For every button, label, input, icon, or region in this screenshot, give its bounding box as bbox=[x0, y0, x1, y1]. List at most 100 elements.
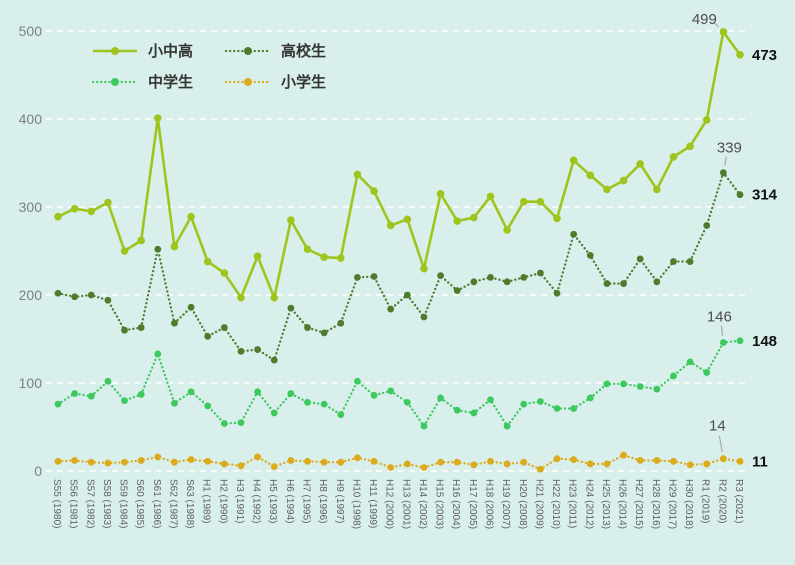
data-point-marker bbox=[70, 204, 79, 213]
y-axis-tick-label: 500 bbox=[19, 23, 43, 39]
data-point-marker bbox=[137, 391, 145, 398]
data-point-marker bbox=[703, 222, 711, 229]
data-point-marker bbox=[287, 304, 295, 312]
data-point-marker bbox=[71, 293, 79, 301]
legend-label: 小中高 bbox=[148, 43, 194, 60]
legend-line-sample bbox=[225, 77, 272, 86]
x-axis-tick-label: H18 (2006) bbox=[483, 479, 494, 529]
legend-line-sample bbox=[225, 46, 272, 55]
data-point-marker bbox=[170, 242, 179, 251]
data-point-marker bbox=[553, 214, 561, 223]
x-axis-tick-label: S57 (1982) bbox=[84, 479, 95, 528]
data-point-marker bbox=[387, 464, 395, 471]
x-axis-tick-label: H8 (1996) bbox=[317, 479, 328, 523]
series-小学生 bbox=[54, 451, 744, 473]
data-point-marker bbox=[337, 319, 345, 327]
data-point-marker bbox=[237, 462, 245, 470]
series-line bbox=[56, 170, 742, 362]
x-axis-tick-label: H21 (2009) bbox=[533, 479, 544, 529]
data-point-marker bbox=[370, 457, 378, 465]
data-point-marker bbox=[370, 391, 378, 399]
data-point-marker bbox=[570, 405, 578, 412]
data-point-marker bbox=[520, 458, 528, 466]
data-point-marker bbox=[121, 397, 128, 404]
data-point-marker bbox=[104, 377, 112, 385]
data-point-marker bbox=[220, 420, 228, 427]
data-point-marker bbox=[387, 387, 395, 395]
data-point-marker bbox=[120, 247, 129, 255]
data-point-marker bbox=[586, 394, 594, 402]
data-point-marker bbox=[420, 464, 428, 471]
data-point-marker bbox=[203, 257, 212, 266]
data-point-marker bbox=[270, 356, 278, 364]
data-point-marker bbox=[137, 457, 145, 464]
data-point-marker bbox=[71, 390, 79, 397]
annotation-label: 499 bbox=[692, 11, 717, 28]
x-axis-tick-label: S60 (1985) bbox=[134, 479, 145, 528]
data-point-marker bbox=[437, 458, 444, 466]
x-axis-tick-label: H14 (2002) bbox=[417, 479, 428, 529]
legend-item-1: 高校生 bbox=[225, 40, 326, 61]
data-point-marker bbox=[653, 278, 661, 286]
x-axis-tick-label: H1 (1989) bbox=[201, 479, 212, 523]
data-point-marker bbox=[570, 456, 578, 463]
data-point-marker bbox=[303, 245, 312, 254]
data-point-marker bbox=[453, 458, 461, 466]
x-axis-tick-label: H23 (2011) bbox=[567, 479, 578, 528]
data-point-marker bbox=[71, 457, 79, 464]
x-axis-tick-label: S56 (1981) bbox=[68, 479, 79, 528]
annotation-label: 14 bbox=[709, 418, 726, 435]
data-point-marker bbox=[171, 319, 178, 327]
series-line bbox=[57, 28, 742, 303]
data-point-marker bbox=[553, 405, 561, 412]
data-point-marker bbox=[586, 171, 595, 180]
data-point-marker bbox=[669, 153, 678, 161]
x-axis-tick-label: H20 (2008) bbox=[517, 479, 528, 529]
data-point-marker bbox=[453, 287, 461, 294]
data-point-marker bbox=[320, 329, 328, 337]
x-axis-tick-label: H9 (1997) bbox=[334, 479, 345, 523]
data-point-marker bbox=[736, 191, 744, 199]
data-point-marker bbox=[137, 324, 145, 331]
data-point-marker bbox=[87, 207, 96, 216]
x-axis-tick-label: H28 (2016) bbox=[650, 479, 661, 529]
x-axis-tick-label: R1 (2019) bbox=[700, 479, 711, 523]
data-point-marker bbox=[670, 258, 677, 265]
data-point-marker bbox=[386, 221, 395, 230]
x-axis-tick-label: H19 (2007) bbox=[500, 479, 511, 529]
data-point-marker bbox=[270, 293, 279, 302]
x-axis-tick-label: H16 (2004) bbox=[450, 479, 461, 529]
annotation-leader-line bbox=[724, 156, 727, 166]
series-end-value: 473 bbox=[752, 47, 777, 64]
data-point-marker bbox=[370, 273, 378, 280]
x-axis-labels: S55 (1980) S56 (1981) S57 (1982) S58 (1983)… bbox=[51, 479, 744, 529]
data-point-marker bbox=[54, 457, 62, 465]
x-axis-tick-label: R2 (2020) bbox=[716, 479, 727, 523]
x-axis-tick-label: H5 (1993) bbox=[267, 479, 278, 523]
data-point-marker bbox=[636, 457, 644, 464]
series-end-value: 148 bbox=[752, 333, 777, 350]
data-point-marker bbox=[237, 293, 245, 302]
annotation-label: 146 bbox=[707, 309, 732, 326]
data-point-marker bbox=[719, 169, 727, 177]
data-point-marker bbox=[353, 170, 362, 179]
data-point-marker bbox=[702, 116, 711, 124]
x-axis-tick-label: S63 (1988) bbox=[184, 479, 195, 528]
data-point-marker bbox=[253, 252, 262, 261]
data-point-marker bbox=[536, 465, 544, 473]
data-point-marker bbox=[187, 212, 195, 221]
data-point-marker bbox=[670, 457, 677, 465]
data-point-marker bbox=[387, 305, 395, 313]
data-point-marker bbox=[620, 380, 627, 388]
data-point-marker bbox=[420, 313, 428, 321]
x-axis-tick-label: H25 (2013) bbox=[600, 479, 611, 529]
x-axis-tick-label: S55 (1980) bbox=[51, 479, 62, 528]
data-point-marker bbox=[154, 350, 162, 358]
data-point-marker bbox=[370, 187, 378, 195]
x-axis-tick-label: H7 (1995) bbox=[301, 479, 312, 523]
data-point-marker bbox=[653, 185, 661, 194]
data-point-marker bbox=[220, 460, 228, 468]
data-point-marker bbox=[337, 458, 345, 466]
data-point-marker bbox=[287, 390, 295, 397]
x-axis-tick-label: H11 (1999) bbox=[367, 479, 378, 528]
